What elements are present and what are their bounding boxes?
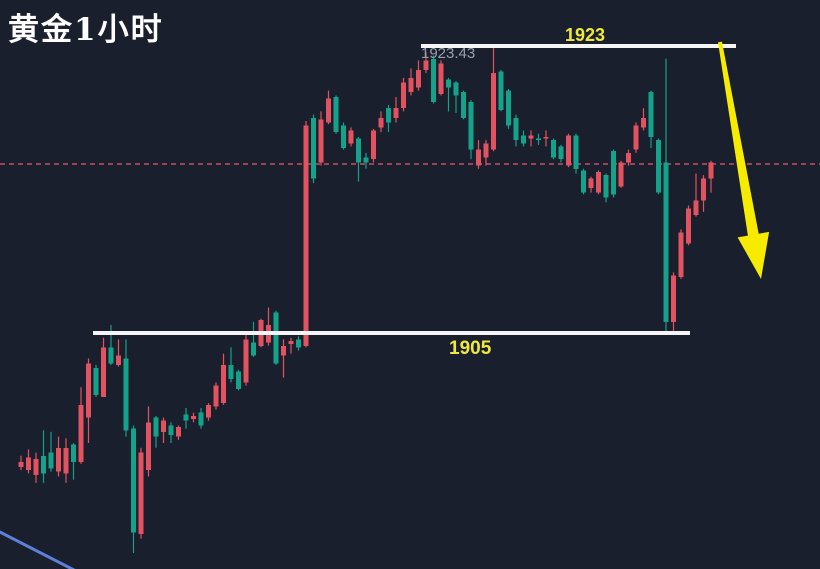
candle-body [626, 152, 631, 163]
candle-body [168, 425, 174, 436]
candle-body [63, 447, 69, 474]
candle-body [573, 135, 579, 169]
candle-body [633, 125, 639, 150]
candle-body [618, 162, 624, 187]
candle-body [161, 420, 166, 432]
candle-body [528, 135, 534, 139]
candle-body [243, 339, 249, 383]
candle-body [671, 275, 676, 322]
candle-body [108, 347, 114, 364]
candle-body [213, 385, 219, 407]
candle-body [401, 82, 406, 109]
candle-body [333, 97, 339, 133]
candle-body [191, 415, 196, 420]
candle-body [176, 427, 181, 437]
candle-body [498, 71, 504, 110]
candle-body [641, 117, 646, 128]
candle-body [198, 412, 204, 426]
candle-body [33, 458, 39, 475]
candle-body [566, 135, 571, 166]
candle-body [318, 119, 324, 163]
candle-body [371, 130, 376, 160]
candle-body [678, 232, 684, 278]
candle-body [506, 90, 511, 126]
candle-body [483, 143, 489, 158]
candle-body [378, 117, 384, 128]
candle-body [281, 345, 286, 356]
candle-body [558, 146, 564, 160]
candle-body [131, 428, 136, 533]
candle-body [686, 208, 691, 244]
candle-body [386, 108, 391, 123]
candle-body [206, 404, 211, 418]
candle-body [461, 92, 466, 118]
candle-body [236, 371, 241, 389]
candle-body [348, 130, 354, 144]
trend-line [0, 530, 76, 569]
candle-body [663, 162, 669, 322]
candle-body [611, 151, 616, 195]
candle-body [311, 117, 316, 179]
candle-body [26, 457, 31, 471]
candle-body [393, 108, 399, 118]
candle-body [183, 414, 189, 421]
candle-body [468, 101, 474, 150]
candle-body [693, 200, 699, 216]
candle-body [101, 347, 106, 397]
candle-body [41, 455, 46, 474]
candle-body [116, 355, 121, 365]
candle-body [513, 117, 519, 141]
candle-body [476, 149, 481, 166]
candle-body [303, 125, 309, 346]
candle-body [423, 60, 429, 70]
candle-body [491, 73, 496, 150]
candle-body [153, 417, 159, 437]
candle-body [588, 178, 594, 188]
down-arrow-annotation [718, 41, 770, 280]
candle-body [123, 358, 129, 431]
candle-body [551, 140, 556, 158]
candle-body [521, 135, 526, 144]
candle-body [138, 452, 144, 534]
candle-body [78, 404, 84, 463]
candle-body [251, 342, 256, 356]
candle-body [453, 82, 459, 96]
candle-body [288, 340, 294, 345]
candle-body [341, 125, 346, 149]
candle-body [596, 171, 601, 193]
candle-body [701, 178, 706, 201]
candle-body [648, 92, 654, 137]
candle-body [438, 63, 444, 94]
candle-body [408, 77, 414, 93]
candle-body [71, 444, 76, 463]
candle-body [708, 162, 714, 179]
candle-body [356, 138, 361, 163]
candle-body [146, 422, 151, 471]
candle-body [446, 79, 451, 88]
candle-body [603, 175, 609, 198]
candle-body [581, 170, 586, 193]
candle-body [416, 69, 421, 88]
candle-body [431, 58, 436, 102]
candle-body [93, 368, 99, 396]
candle-body [86, 363, 91, 418]
candle-body [48, 452, 54, 469]
candle-body [656, 140, 661, 193]
candle-body [273, 312, 279, 364]
candle-body [56, 447, 61, 472]
candle-body [326, 98, 331, 123]
candle-body [363, 157, 369, 163]
candle-body [18, 462, 24, 467]
candle-body [228, 364, 234, 380]
candle-body [296, 339, 301, 348]
candle-body [221, 364, 226, 404]
candle-body [536, 138, 541, 141]
candle-body [543, 136, 549, 139]
